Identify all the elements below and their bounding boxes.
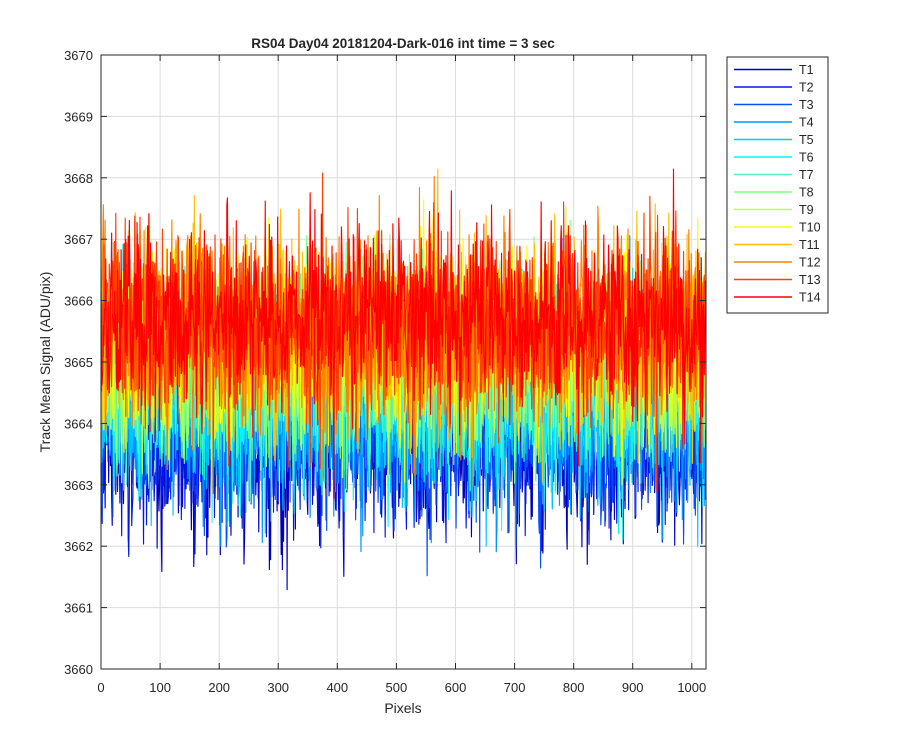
legend-label-t12: T12 [799, 256, 821, 270]
legend-label-t6: T6 [799, 151, 814, 165]
legend: T1 T2 T3 T4 T5 T6 T7 T8 T9 T10 T11 T12 T13 T14 [726, 56, 829, 314]
tick-labels: 0 100 200 300 400 500 600 700 800 900 1000 3660 3661… [64, 48, 706, 695]
axis-ticks [100, 54, 706, 670]
y-tick-label: 3665 [64, 355, 93, 370]
series-layer [100, 168, 706, 591]
x-tick-label: 900 [622, 680, 644, 695]
legend-label-t7: T7 [799, 168, 814, 182]
x-tick-label: 0 [97, 680, 104, 695]
legend-label-t9: T9 [799, 203, 814, 217]
y-tick-label: 3660 [64, 662, 93, 677]
x-tick-label: 700 [504, 680, 526, 695]
x-tick-label: 600 [445, 680, 467, 695]
x-tick-label: 1000 [677, 680, 706, 695]
x-tick-label: 400 [326, 680, 348, 695]
x-tick-label: 300 [267, 680, 289, 695]
x-tick-label: 100 [149, 680, 171, 695]
y-tick-label: 3661 [64, 601, 93, 616]
y-tick-label: 3668 [64, 171, 93, 186]
y-tick-label: 3664 [64, 416, 93, 431]
y-tick-label: 3669 [64, 109, 93, 124]
legend-label-t14: T14 [799, 291, 821, 305]
legend-label-t11: T11 [799, 238, 820, 252]
y-axis-title: Track Mean Signal (ADU/pix) [37, 272, 53, 453]
y-tick-label: 3666 [64, 294, 93, 309]
legend-label-t10: T10 [799, 221, 821, 235]
y-tick-label: 3662 [64, 539, 93, 554]
legend-label-t4: T4 [799, 116, 814, 130]
legend-label-t2: T2 [799, 81, 814, 95]
x-tick-label: 200 [208, 680, 230, 695]
y-tick-label: 3663 [64, 478, 93, 493]
chart-title: RS04 Day04 20181204-Dark-016 int time = … [251, 36, 555, 51]
legend-label-t3: T3 [799, 98, 814, 112]
series-line-t14 [100, 168, 706, 500]
legend-label-t8: T8 [799, 186, 814, 200]
series-line-t13 [100, 172, 706, 495]
legend-label-t5: T5 [799, 133, 814, 147]
legend-box [726, 56, 829, 314]
y-tick-label: 3670 [64, 48, 93, 63]
legend-label-t13: T13 [799, 273, 821, 287]
x-tick-label: 500 [386, 680, 408, 695]
y-tick-label: 3667 [64, 232, 93, 247]
x-axis-title: Pixels [384, 700, 421, 716]
x-tick-label: 800 [563, 680, 585, 695]
legend-label-t1: T1 [799, 63, 814, 77]
